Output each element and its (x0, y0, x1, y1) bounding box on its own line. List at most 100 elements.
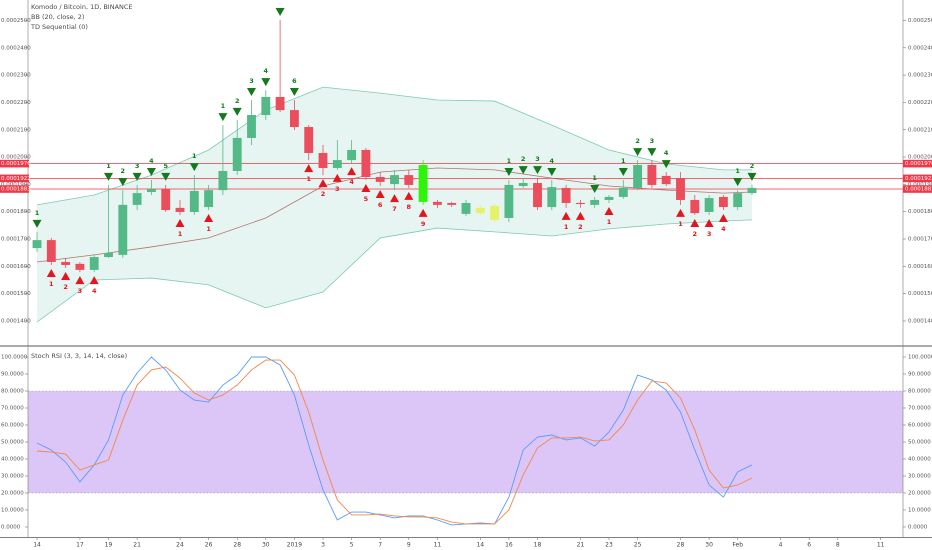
candle-body (361, 149, 371, 178)
td-count: 6 (292, 77, 297, 85)
td-arrow (61, 271, 71, 280)
label-layer: Komodo / Bitcoin, 1D, BINANCE BB (20, cl… (0, 3, 932, 549)
td-count: 1 (564, 223, 569, 231)
td-arrow (547, 168, 557, 177)
td-count: 3 (535, 155, 540, 163)
td-arrow (390, 194, 400, 203)
candle-body (490, 205, 500, 220)
y-tick-label: 0.0001800 (908, 209, 932, 215)
y-tick-label: 90.0000 (1, 372, 24, 378)
td-arrow (146, 168, 156, 177)
td-arrow (289, 87, 299, 96)
candle-body (75, 263, 85, 270)
candle-body (304, 127, 314, 153)
td-arrow (175, 218, 185, 227)
candle-body (561, 187, 571, 203)
x-tick-label: 8 (836, 542, 840, 549)
y-tick-label: 90.0000 (908, 372, 931, 378)
td-count: 1 (735, 167, 740, 175)
td-arrow (75, 276, 85, 285)
x-tick-label: 25 (634, 542, 642, 549)
x-tick-label: 7 (378, 542, 382, 549)
td-count: 7 (392, 205, 397, 213)
price-line-label: 0.0001883 (905, 187, 932, 193)
candle-body (633, 164, 643, 188)
candle-body (604, 196, 614, 200)
price-line-label: 0.0001976 (1, 161, 31, 167)
td-count: 5 (364, 195, 369, 203)
td-count: 1 (592, 174, 597, 182)
td-arrow (132, 172, 142, 181)
candle-body (289, 110, 299, 128)
candle-body (318, 152, 328, 168)
td-count: 3 (650, 137, 655, 145)
td-count: 3 (335, 185, 340, 193)
td-count: 9 (421, 220, 426, 228)
y-tick-label: 70.0000 (908, 405, 931, 411)
td-arrow (332, 173, 342, 182)
td-count: 4 (721, 225, 726, 233)
td-arrow (590, 184, 600, 193)
y-tick-label: 0.0001700 (1, 237, 31, 243)
x-tick-label: 26 (205, 542, 213, 549)
price-line-tag (903, 174, 932, 183)
y-tick-label: 0.0002500 (1, 18, 31, 24)
x-tick-label: 4 (779, 542, 783, 549)
y-tick-label: 0.0002300 (1, 73, 31, 79)
background-layer (28, 86, 903, 494)
price-line-label: 0.0001976 (905, 161, 932, 167)
y-tick-label: 0.0000 (908, 524, 928, 530)
td-count: 2 (321, 190, 326, 198)
candle-body (618, 187, 628, 197)
candle-body (547, 187, 557, 208)
price-line-tag (903, 159, 932, 168)
candle-body (747, 187, 757, 194)
y-tick-label: 0.0001800 (1, 209, 31, 215)
y-tick-label: 100.0000 (1, 355, 28, 361)
td-arrow (561, 211, 571, 220)
td-count: 1 (607, 218, 612, 226)
stoch-line (36, 359, 753, 525)
candle-body (118, 204, 128, 255)
td-arrow (189, 163, 199, 172)
y-tick-label: 0.0002400 (908, 45, 932, 51)
td-arrow (46, 268, 56, 277)
candle-body (32, 240, 42, 249)
price-line-label: 0.0001883 (1, 187, 31, 193)
td-count: 5 (163, 162, 168, 170)
td-count: 1 (106, 162, 111, 170)
y-tick-label: 70.0000 (1, 405, 24, 411)
td-count: 2 (693, 230, 698, 238)
y-tick-label: 0.0001400 (908, 318, 932, 324)
x-tick-label: 11 (434, 542, 442, 549)
td-arrow (647, 148, 657, 157)
td-arrow (261, 78, 271, 87)
candle-body (690, 199, 700, 214)
candle-body (575, 202, 585, 205)
y-tick-label: 50.0000 (908, 439, 931, 445)
td-arrow (504, 168, 514, 177)
candle-body (704, 198, 714, 212)
y-tick-label: 0.0001500 (1, 291, 31, 297)
chart-title: Komodo / Bitcoin, 1D, BINANCE (31, 3, 133, 11)
candle-body (247, 115, 256, 138)
td-count: 4 (349, 178, 354, 186)
candle-body (447, 202, 457, 205)
y-tick-label: 0.0002400 (1, 45, 31, 51)
candle-body (718, 196, 728, 208)
y-tick-label: 0.0002100 (1, 127, 31, 133)
x-tick-label: 5 (350, 542, 354, 549)
y-tick-label: 0.0001700 (908, 237, 932, 243)
candle-body (676, 178, 685, 200)
td-count: 2 (63, 283, 68, 291)
x-tick-label: 6 (807, 542, 811, 549)
td-arrow (204, 214, 214, 223)
y-tick-label: 0.0000 (1, 524, 21, 530)
indicator-label: TD Sequential (0) (30, 23, 88, 31)
x-tick-label: 21 (133, 542, 141, 549)
y-tick-label: 0.0002500 (908, 18, 932, 24)
td-count: 4 (664, 149, 669, 157)
indicator-title: Stoch RSI (3, 3, 14, 14, close) (31, 352, 127, 360)
price-line-tag (0, 174, 29, 183)
candle-body (518, 183, 528, 187)
